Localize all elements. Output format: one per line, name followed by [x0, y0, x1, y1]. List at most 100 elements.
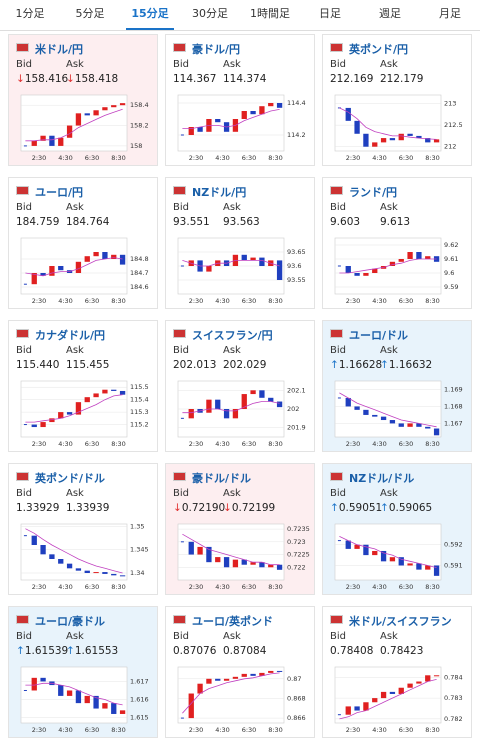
tab[interactable]: 1分足: [15, 7, 45, 20]
candle: [241, 394, 247, 409]
bid-number: 0.59051: [338, 502, 383, 514]
candle: [259, 106, 265, 115]
candle: [389, 420, 396, 424]
plot-frame: [177, 94, 285, 152]
candle: [389, 691, 396, 694]
pair-title: 米ドル/スイスフラン: [349, 615, 452, 628]
candle: [389, 557, 396, 562]
tab[interactable]: 30分足: [192, 7, 228, 20]
y-tick-label: 115.3: [130, 408, 149, 416]
candle: [354, 273, 360, 276]
mini-chart: 9.62 9.61 9.6 9.59 2:30 4:30 6:30 8:30: [334, 237, 458, 305]
candle: [84, 397, 90, 403]
x-tick-label: 2:30: [189, 583, 204, 591]
rate-panel[interactable]: NZドル/ドル Bid Ask ↑0.59051 ↑0.59065 0.592 0.591 2…: [322, 463, 472, 595]
mini-chart: 0.592 0.591 2:30 4:30 6:30 8:30: [334, 523, 463, 591]
y-tick-label: 158.4: [130, 101, 149, 109]
candle: [345, 107, 351, 121]
rate-panel[interactable]: 米ドル/円 Bid Ask ↓158.416 ↓158.418 158.4 158.2 158…: [8, 34, 158, 166]
bid-value: ↑0.59051: [330, 502, 382, 514]
trend-arrow: ↑: [380, 359, 389, 371]
y-tick-label: 201.9: [287, 424, 306, 432]
flag-icon: [16, 615, 29, 624]
candle: [398, 687, 404, 694]
bid-number: 158.416: [24, 73, 69, 85]
rate-panel[interactable]: 豪ドル/ドル Bid Ask ↓0.72190 ↓0.72199 0.7235 0.723 0…: [165, 463, 315, 595]
x-tick-label: 8:30: [111, 726, 126, 734]
moving-average: [339, 392, 437, 428]
candle: [31, 140, 37, 146]
ask-label: Ask: [223, 202, 241, 213]
rate-panel[interactable]: ランド/円 Bid Ask 9.603 9.613 9.62 9.61 9.6 9.59 2:30…: [322, 177, 472, 309]
rate-panel[interactable]: ユーロ/ドル Bid Ask ↑1.16628 ↑1.16632 1.169 1.168 1.…: [322, 320, 472, 452]
x-tick-label: 6:30: [399, 297, 414, 305]
candle: [259, 562, 265, 568]
candle: [345, 397, 351, 407]
candle: [425, 138, 431, 143]
bid-label: Bid: [173, 631, 189, 642]
pair-title: 米ドル/円: [35, 43, 84, 56]
x-tick-label: 2:30: [346, 726, 361, 734]
y-tick-label: 184.8: [130, 255, 149, 263]
ask-label: Ask: [223, 488, 241, 499]
candle: [276, 564, 283, 570]
candle: [354, 544, 360, 549]
candle: [119, 103, 126, 106]
x-tick-label: 6:30: [242, 297, 257, 305]
candle: [215, 399, 221, 409]
candle: [354, 406, 360, 410]
candle: [58, 559, 64, 564]
plot-frame: [177, 666, 285, 724]
candle: [407, 252, 413, 259]
x-tick-label: 6:30: [85, 297, 100, 305]
tab[interactable]: 1時間足: [250, 7, 290, 20]
mini-chart: 1.35 1.345 1.34 2:30 4:30 6:30 8:30: [20, 522, 149, 591]
candle: [102, 252, 108, 259]
candle: [276, 670, 283, 672]
flag-icon: [16, 329, 29, 338]
candle: [416, 252, 422, 259]
tab[interactable]: 日足: [319, 7, 341, 20]
rate-panel[interactable]: スイスフラン/円 Bid Ask 202.013 202.029 202.1 202 201.…: [165, 320, 315, 452]
x-tick-label: 4:30: [58, 440, 73, 448]
bid-number: 115.440: [16, 359, 60, 371]
candle: [372, 414, 378, 417]
flag-icon: [173, 329, 186, 338]
rate-panel[interactable]: カナダドル/円 Bid Ask 115.440 115.455 115.5 115.4 115…: [8, 320, 158, 452]
mini-chart: 0.784 0.783 0.782 2:30 4:30 6:30 8:30: [334, 666, 463, 734]
tab[interactable]: 5分足: [75, 7, 105, 20]
tab[interactable]: 月足: [439, 7, 461, 20]
candle: [31, 424, 37, 428]
candle: [241, 111, 247, 119]
bid-label: Bid: [330, 202, 346, 213]
candle: [223, 409, 230, 419]
candle: [416, 681, 422, 684]
candle: [380, 550, 387, 562]
rate-panel[interactable]: ユーロ/豪ドル Bid Ask ↑1.61539 ↑1.61553 1.617 1.616 1…: [8, 606, 158, 738]
tab[interactable]: 週足: [379, 7, 401, 20]
candle: [119, 710, 126, 714]
plot-frame: [20, 666, 128, 724]
tab[interactable]: 15分足: [126, 0, 174, 30]
moving-average: [339, 107, 437, 140]
y-tick-label: 1.169: [444, 385, 463, 393]
trend-arrow: ↑: [66, 645, 75, 657]
y-tick-label: 114.4: [287, 99, 306, 107]
pair-title: ユーロ/ドル: [349, 329, 409, 342]
candle: [380, 138, 387, 143]
candle: [223, 678, 230, 681]
y-tick-label: 1.167: [444, 419, 463, 427]
rate-panel[interactable]: 豪ドル/円 Bid Ask 114.367 114.374 114.4 114.2 2:30 4…: [165, 34, 315, 166]
candle: [40, 273, 46, 276]
rate-panel[interactable]: 英ポンド/ドル Bid Ask 1.33929 1.33939 1.35 1.345 1.34…: [8, 463, 158, 595]
ask-value: 202.029: [223, 359, 266, 371]
candle: [268, 564, 274, 568]
rate-panel[interactable]: ユーロ/英ポンド Bid Ask 0.87076 0.87084 0.87 0.868 0.8…: [165, 606, 315, 738]
rate-panel[interactable]: 英ポンド/円 Bid Ask 212.169 212.179 213 212.5 212 2:3…: [322, 34, 472, 166]
rate-panel[interactable]: ユーロ/円 Bid Ask 184.759 184.764 184.8 184.7 184.6…: [8, 177, 158, 309]
rate-panel[interactable]: 米ドル/スイスフラン Bid Ask 0.78408 0.78423 0.784 0.783…: [322, 606, 472, 738]
candle: [425, 565, 431, 570]
candle: [66, 125, 73, 138]
rate-panel[interactable]: NZドル/円 Bid Ask 93.551 93.563 93.65 93.6 93.55 2:…: [165, 177, 315, 309]
